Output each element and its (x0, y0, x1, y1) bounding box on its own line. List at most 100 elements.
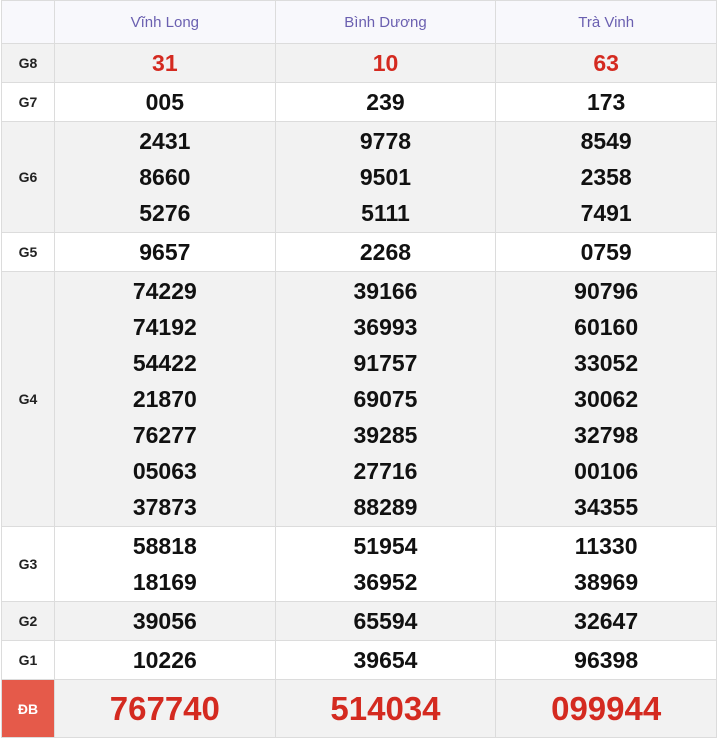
prize-cell: 767740 (54, 679, 276, 738)
prize-number: 37873 (132, 494, 197, 520)
prize-number: 74229 (132, 278, 197, 304)
prize-number: 34355 (574, 494, 639, 520)
prize-label: G2 (1, 601, 55, 641)
prize-label: G5 (1, 232, 55, 272)
prize-number: 10226 (132, 647, 197, 673)
prize-label: G7 (1, 82, 55, 122)
prize-number: 32798 (574, 422, 639, 448)
prize-number: 9778 (359, 128, 412, 154)
prize-cell: 005 (54, 82, 276, 122)
prize-row: G3 58818 18169 51954 36952 11330 38969 (1, 526, 717, 602)
prize-number: 005 (145, 89, 185, 115)
prize-cell: 8549 2358 7491 (495, 121, 717, 233)
prize-cell: 96398 (495, 640, 717, 680)
prize-number: 2268 (359, 239, 412, 265)
prize-cell: 173 (495, 82, 717, 122)
column-header: Bình Dương (274, 0, 497, 44)
prize-cell: 65594 (274, 601, 497, 641)
prize-number: 10 (372, 50, 399, 76)
prize-row: G8 31 10 63 (1, 43, 717, 83)
prize-number: 5276 (139, 200, 191, 226)
table-body: G8 31 10 63 G7 005 239 173 G6 2431 8660 5276 9778 950… (1, 43, 717, 738)
prize-cell: 099944 (495, 679, 717, 738)
prize-number: 30062 (574, 386, 639, 412)
prize-cell: 9657 (54, 232, 276, 272)
prize-number: 39285 (353, 422, 418, 448)
prize-number: 69075 (353, 386, 418, 412)
prize-number: 21870 (132, 386, 197, 412)
corner (1, 0, 55, 44)
prize-number: 90796 (574, 278, 639, 304)
prize-number: 0759 (580, 239, 632, 265)
prize-label: G6 (1, 121, 55, 233)
prize-cell: 11330 38969 (495, 526, 717, 602)
prize-number: 39056 (132, 608, 197, 634)
prize-number: 27716 (353, 458, 418, 484)
prize-cell: 39166 36993 91757 69075 39285 27716 88289 (274, 271, 497, 527)
prize-cell: 239 (274, 82, 497, 122)
prize-number: 33052 (574, 350, 639, 376)
prize-cell: 39056 (54, 601, 276, 641)
prize-cell: 90796 60160 33052 30062 32798 00106 34355 (495, 271, 717, 527)
prize-cell: 2268 (274, 232, 497, 272)
prize-number: 5111 (361, 200, 410, 226)
prize-number: 9501 (359, 164, 412, 190)
prize-number: 39166 (353, 278, 418, 304)
prize-number: 18169 (132, 569, 197, 595)
prize-number: 2358 (580, 164, 632, 190)
prize-label: G4 (1, 271, 55, 527)
prize-number: 239 (366, 89, 405, 115)
prize-label: G3 (1, 526, 55, 602)
prize-row: G5 9657 2268 0759 (1, 232, 717, 272)
prize-label: G8 (1, 43, 55, 83)
prize-row: G2 39056 65594 32647 (1, 601, 717, 641)
prize-number: 88289 (353, 494, 418, 520)
prize-number: 60160 (574, 314, 639, 340)
prize-row: G6 2431 8660 5276 9778 9501 5111 8549 2358 7491 (1, 121, 717, 233)
prize-number: 173 (586, 89, 626, 115)
prize-cell: 9778 9501 5111 (274, 121, 497, 233)
prize-cell: 39654 (274, 640, 497, 680)
column-header: Trà Vinh (495, 0, 717, 44)
prize-number: 514034 (330, 690, 441, 727)
prize-number: 91757 (353, 350, 418, 376)
prize-cell: 31 (54, 43, 276, 83)
prize-row: G7 005 239 173 (1, 82, 717, 122)
prize-number: 51954 (353, 533, 418, 559)
prize-number: 00106 (574, 458, 639, 484)
prize-cell: 74229 74192 54422 21870 76277 05063 37873 (54, 271, 276, 527)
prize-label: ĐB (1, 679, 55, 738)
prize-row: G1 10226 39654 96398 (1, 640, 717, 680)
prize-cell: 2431 8660 5276 (54, 121, 276, 233)
prize-number: 05063 (132, 458, 197, 484)
prize-cell: 63 (495, 43, 717, 83)
prize-cell: 10 (274, 43, 497, 83)
prize-number: 36993 (353, 314, 418, 340)
prize-number: 76277 (132, 422, 197, 448)
prize-number: 36952 (353, 569, 418, 595)
prize-cell: 0759 (495, 232, 717, 272)
prize-number: 8549 (580, 128, 632, 154)
prize-number: 9657 (139, 239, 191, 265)
prize-number: 39654 (353, 647, 418, 673)
prize-number: 11330 (574, 533, 638, 559)
prize-number: 74192 (132, 314, 197, 340)
prize-row: ĐB 767740 514034 099944 (1, 679, 717, 738)
prize-number: 32647 (574, 608, 639, 634)
prize-number: 38969 (574, 569, 639, 595)
prize-number: 7491 (580, 200, 632, 226)
prize-cell: 514034 (274, 679, 497, 738)
prize-number: 8660 (139, 164, 191, 190)
column-header: Vĩnh Long (54, 0, 276, 44)
prize-number: 099944 (551, 690, 662, 727)
prize-cell: 10226 (54, 640, 276, 680)
prize-cell: 32647 (495, 601, 717, 641)
prize-number: 96398 (574, 647, 639, 673)
prize-number: 58818 (132, 533, 197, 559)
prize-number: 65594 (353, 608, 418, 634)
prize-cell: 51954 36952 (274, 526, 497, 602)
prize-row: G4 74229 74192 54422 21870 76277 05063 37873 391… (1, 271, 717, 527)
prize-cell: 58818 18169 (54, 526, 276, 602)
